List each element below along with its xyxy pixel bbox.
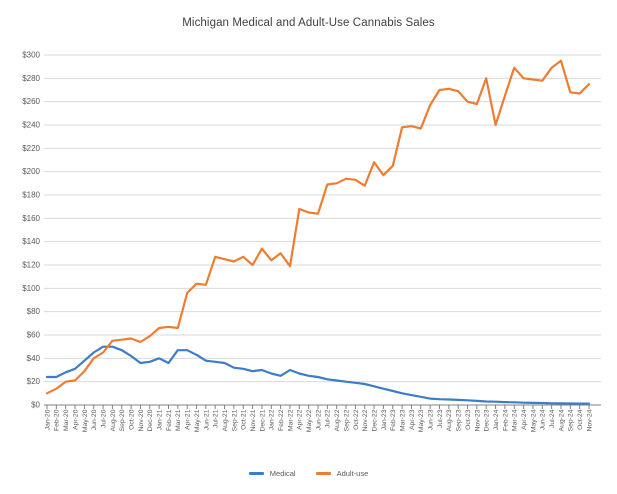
x-tick-label: Nov-20 <box>138 409 145 431</box>
x-tick-label: May-22 <box>306 409 313 432</box>
x-tick-label: Jun-21 <box>203 409 210 430</box>
y-tick-label: $20 <box>27 377 41 386</box>
y-tick-label: $140 <box>22 237 40 246</box>
x-tick-label: Mar-23 <box>400 409 407 431</box>
y-tick-label: $0 <box>31 401 40 410</box>
x-tick-label: Feb-22 <box>278 409 285 431</box>
x-tick-label: Apr-24 <box>521 409 528 430</box>
series-line-medical <box>45 345 591 405</box>
x-tick-label: Dec-23 <box>484 409 491 431</box>
x-tick-label: Jul-24 <box>549 409 556 428</box>
x-tick-label: Oct-23 <box>465 409 472 430</box>
x-tick-label: Oct-22 <box>353 409 360 430</box>
x-tick-label: Apr-21 <box>185 409 192 430</box>
x-tick-label: Apr-23 <box>409 409 416 430</box>
x-tick-label: Sep-22 <box>343 409 350 431</box>
legend-label: Medical <box>269 469 296 478</box>
y-tick-label: $120 <box>22 261 40 270</box>
x-tick-label: Jan-22 <box>269 409 276 430</box>
x-tick-label: Jul-20 <box>100 409 107 428</box>
x-tick-label: Nov-22 <box>362 409 369 431</box>
y-tick-label: $80 <box>27 307 41 316</box>
x-tick-label: Aug-21 <box>222 409 229 431</box>
y-tick-label: $240 <box>22 121 40 130</box>
y-tick-label: $180 <box>22 191 40 200</box>
x-tick-label: Sep-23 <box>456 409 463 431</box>
x-tick-label: Feb-24 <box>502 409 509 431</box>
x-tick-label: Aug-22 <box>334 409 341 431</box>
y-tick-label: $160 <box>22 214 40 223</box>
x-tick-label: Sep-24 <box>568 409 575 431</box>
legend-item-adult-use: Adult-use <box>315 469 369 478</box>
x-tick-label: Jun-24 <box>540 409 547 430</box>
y-tick-label: $60 <box>27 331 41 340</box>
legend: Medical Adult-use <box>0 469 617 478</box>
x-tick-label: Dec-20 <box>147 409 154 431</box>
x-tick-label: Jul-23 <box>437 409 444 428</box>
x-tick-label: Mar-22 <box>287 409 294 431</box>
x-tick-label: Jun-20 <box>91 409 98 430</box>
x-tick-label: Sep-21 <box>231 409 238 431</box>
x-tick-label: Aug-23 <box>446 409 453 431</box>
x-tick-label: May-20 <box>82 409 89 432</box>
x-tick-label: Nov-24 <box>586 409 593 431</box>
x-tick-label: May-24 <box>530 409 537 432</box>
x-tick-label: Jun-23 <box>428 409 435 430</box>
x-tick-label: Oct-20 <box>129 409 136 430</box>
x-tick-label: Dec-21 <box>259 409 266 431</box>
x-tick-label: Jan-23 <box>381 409 388 430</box>
x-tick-label: Aug-20 <box>110 409 117 431</box>
x-tick-label: Jan-24 <box>493 409 500 430</box>
x-tick-label: Sep-20 <box>119 409 126 431</box>
x-tick-label: Oct-21 <box>241 409 248 430</box>
x-tick-label: Apr-22 <box>297 409 304 430</box>
x-tick-label: Aug-24 <box>558 409 565 431</box>
chart-title: Michigan Medical and Adult-Use Cannabis … <box>182 17 435 29</box>
x-tick-label: Feb-23 <box>390 409 397 431</box>
y-tick-label: $260 <box>22 97 40 106</box>
x-tick-label: May-23 <box>418 409 425 432</box>
legend-marker <box>315 472 331 475</box>
x-tick-label: Jun-22 <box>315 409 322 430</box>
x-tick-label: Feb-20 <box>54 409 61 431</box>
y-tick-label: $100 <box>22 284 40 293</box>
y-tick-label: $200 <box>22 167 40 176</box>
x-tick-label: Jul-22 <box>325 409 332 428</box>
series-line-adult-use <box>45 59 591 395</box>
x-tick-label: Mar-20 <box>63 409 70 431</box>
x-tick-label: Jan-21 <box>157 409 164 430</box>
y-axis-labels: $0 $20 $40 $60 $80 $100 $120 $140 $160 $180 $200 $2… <box>22 51 40 410</box>
y-tick-label: $40 <box>27 354 41 363</box>
x-tick-label: Jan-20 <box>44 409 51 430</box>
x-tick-label: Nov-21 <box>250 409 257 431</box>
legend-marker <box>248 472 264 475</box>
x-tick-label: Nov-23 <box>474 409 481 431</box>
x-tick-label: Oct-24 <box>577 409 584 430</box>
x-tick-label: Dec-22 <box>371 409 378 431</box>
x-tick-label: Jul-21 <box>213 409 220 428</box>
x-tick-label: May-21 <box>194 409 201 432</box>
gridlines <box>44 54 601 383</box>
x-axis <box>44 404 601 409</box>
x-axis-labels: Jan-20 Feb-20 Mar-20 Apr-20 May-20 Jun-20 Jul-… <box>44 409 593 432</box>
y-tick-label: $300 <box>22 51 40 60</box>
legend-label: Adult-use <box>336 469 369 478</box>
y-tick-label: $280 <box>22 74 40 83</box>
legend-item-medical: Medical <box>248 469 296 478</box>
x-tick-label: Apr-20 <box>72 409 79 430</box>
x-tick-label: Mar-21 <box>175 409 182 431</box>
x-tick-label: Mar-24 <box>512 409 519 431</box>
y-tick-label: $220 <box>22 144 40 153</box>
x-tick-label: Feb-21 <box>166 409 173 431</box>
